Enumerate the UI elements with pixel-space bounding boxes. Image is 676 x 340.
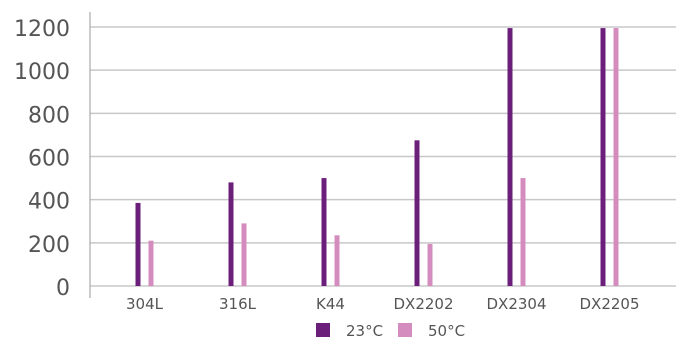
x-tick-label: 304L bbox=[126, 295, 164, 313]
legend-swatch bbox=[398, 323, 412, 337]
x-tick-label: DX2304 bbox=[487, 295, 547, 313]
bar-dx2304-series-1 bbox=[507, 28, 513, 287]
legend: 23°C 50°C bbox=[316, 322, 465, 340]
bar-316l-series-2 bbox=[241, 223, 247, 286]
bars bbox=[135, 28, 619, 287]
bar-316l-series-1 bbox=[228, 182, 234, 286]
bar-k44-series-1 bbox=[321, 178, 327, 286]
y-tick-label: 400 bbox=[28, 190, 70, 215]
bar-dx2202-series-2 bbox=[427, 243, 433, 286]
bar-dx2202-series-1 bbox=[414, 140, 420, 286]
y-tick-label: 800 bbox=[28, 103, 70, 128]
y-tick-label: 200 bbox=[28, 233, 70, 258]
y-tick-label: 0 bbox=[56, 276, 70, 301]
x-tick-label: 316L bbox=[219, 295, 257, 313]
x-tick-label: DX2205 bbox=[580, 295, 640, 313]
legend-swatch bbox=[316, 323, 330, 337]
y-tick-label: 1200 bbox=[14, 17, 70, 42]
bar-304l-series-1 bbox=[135, 202, 141, 286]
y-tick-label: 1000 bbox=[14, 60, 70, 85]
legend-label: 23°C bbox=[346, 322, 383, 340]
legend-label: 50°C bbox=[428, 322, 465, 340]
x-tick-label: DX2202 bbox=[394, 295, 454, 313]
bar-dx2304-series-2 bbox=[520, 178, 526, 286]
bar-dx2205-series-1 bbox=[600, 28, 606, 287]
x-axis-ticks: 304L 316L K44 DX2202 DX2304 DX2205 bbox=[126, 295, 640, 313]
bar-k44-series-2 bbox=[334, 235, 340, 286]
y-tick-label: 600 bbox=[28, 147, 70, 172]
x-tick-label: K44 bbox=[316, 295, 345, 313]
gridlines bbox=[90, 26, 676, 287]
bar-dx2205-series-2 bbox=[613, 28, 619, 287]
bar-304l-series-2 bbox=[148, 240, 154, 286]
y-axis-ticks: 0 200 400 600 800 1000 1200 bbox=[14, 17, 70, 301]
